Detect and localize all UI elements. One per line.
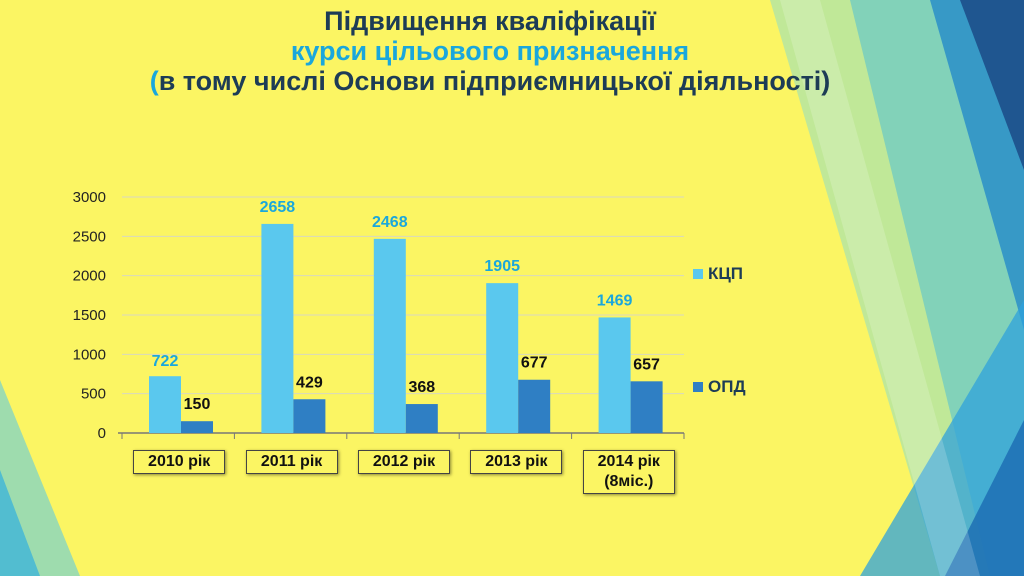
bar-kcp xyxy=(261,223,294,433)
title-line-3-text: в тому числі Основи підприємницької діял… xyxy=(158,66,831,97)
bar-kcp xyxy=(486,283,519,433)
bar-opd xyxy=(630,381,663,433)
y-tick-label: 0 xyxy=(98,425,106,442)
y-tick-label: 1000 xyxy=(73,346,106,363)
bar-kcp xyxy=(598,317,631,433)
data-label-opd: 429 xyxy=(296,374,323,391)
category-label-line: 2012 рік xyxy=(372,453,436,470)
slide-title: Підвищення кваліфікації курси цільового … xyxy=(0,6,980,97)
category-label-line: 2011 рік xyxy=(260,453,323,470)
y-tick-label: 2000 xyxy=(73,268,106,285)
legend-label: ОПД xyxy=(708,377,746,396)
category-label: 2012 рік xyxy=(358,450,450,474)
y-tick-label: 1500 xyxy=(73,307,106,324)
data-label-kcp: 722 xyxy=(152,353,179,370)
data-label-opd: 150 xyxy=(184,396,211,413)
category-label: 2013 рік xyxy=(470,450,563,474)
y-tick-label: 2500 xyxy=(73,228,106,245)
data-label-opd: 657 xyxy=(633,356,660,373)
data-label-kcp: 1905 xyxy=(484,258,520,275)
bar-opd xyxy=(293,399,326,433)
legend-swatch xyxy=(693,269,703,279)
y-tick-label: 500 xyxy=(81,386,106,403)
bar-kcp xyxy=(149,376,181,433)
y-tick-label: 3000 xyxy=(73,189,106,206)
category-label: 2010 рік xyxy=(133,450,226,474)
title-paren: ( xyxy=(149,66,159,97)
bar-opd xyxy=(181,421,213,433)
bar-opd xyxy=(518,379,551,433)
data-label-opd: 677 xyxy=(521,355,548,372)
data-label-kcp: 2658 xyxy=(260,199,296,216)
bar-opd xyxy=(405,404,438,433)
legend-label: КЦП xyxy=(708,264,743,283)
bars xyxy=(149,223,663,433)
data-labels: 722 150 2658 429 2468 368 1905 677 1469 657 xyxy=(152,199,660,413)
title-line-3: (в тому числі Основи підприємницької дія… xyxy=(0,66,980,96)
category-label: 2014 рік (8міс.) xyxy=(582,450,675,494)
legend: КЦП ОПД xyxy=(693,264,746,396)
data-label-opd: 368 xyxy=(408,379,435,396)
category-label-line: (8міс.) xyxy=(604,473,654,490)
category-label: 2011 рік xyxy=(245,450,338,474)
data-label-kcp: 1469 xyxy=(597,292,633,309)
title-line-2: курси цільового призначення xyxy=(290,36,690,67)
title-line-1: Підвищення кваліфікації xyxy=(324,6,656,36)
category-label-line: 2014 рік xyxy=(597,453,660,470)
data-label-kcp: 2468 xyxy=(372,214,408,231)
legend-swatch xyxy=(693,382,703,392)
category-label-line: 2010 рік xyxy=(148,453,211,470)
bar-kcp xyxy=(373,238,406,433)
category-label-line: 2013 рік xyxy=(485,453,548,470)
